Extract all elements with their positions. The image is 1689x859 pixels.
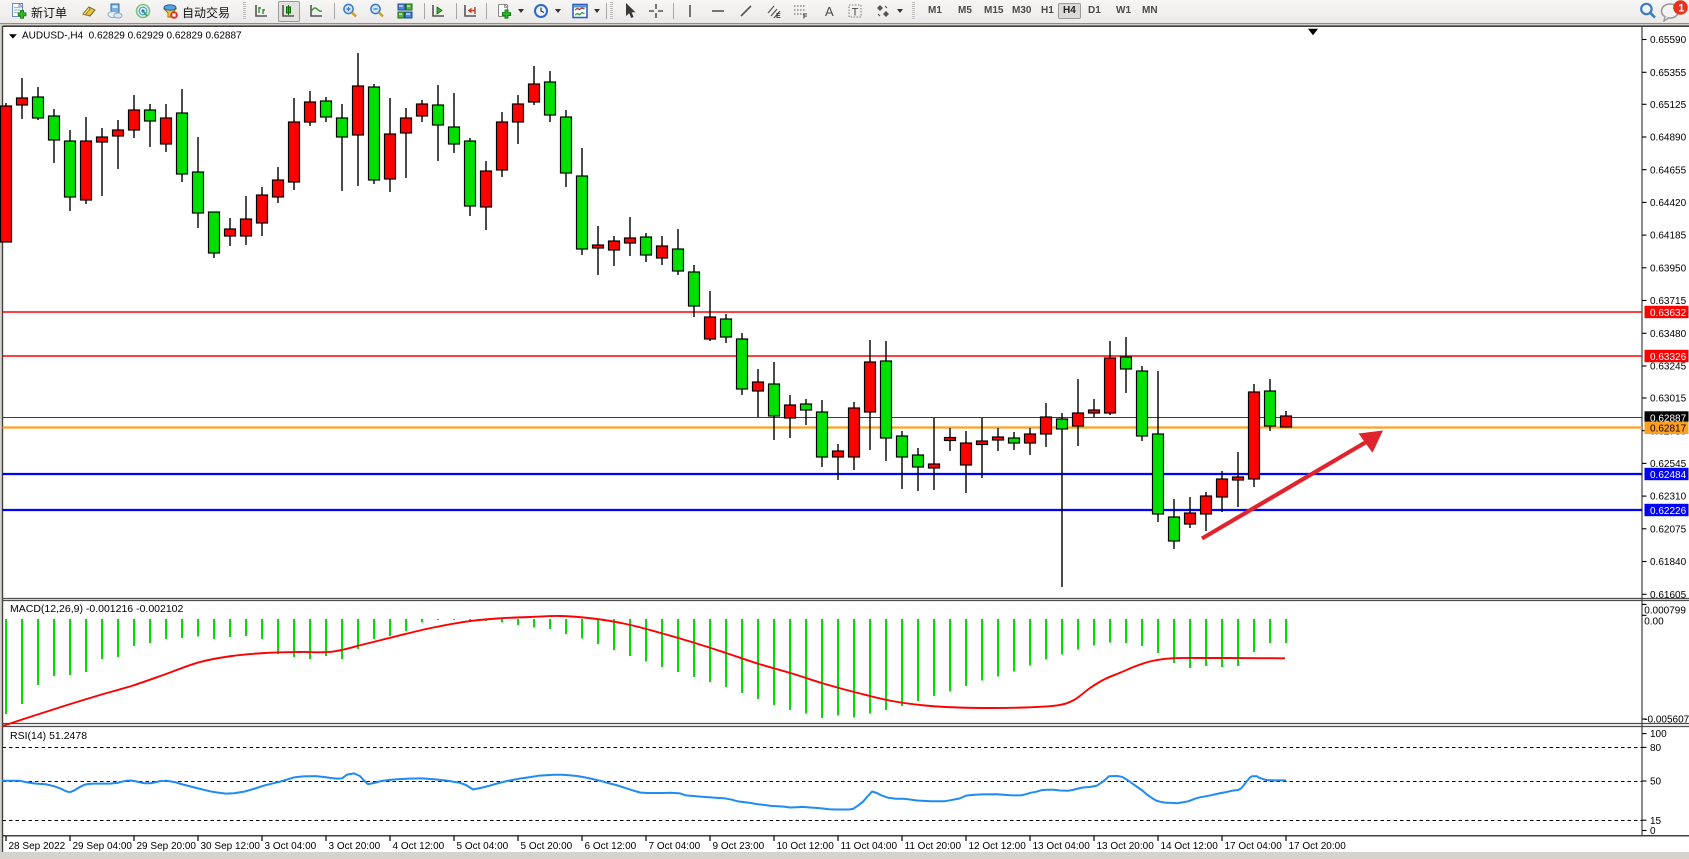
svg-text:0.61840: 0.61840 [1650, 557, 1687, 568]
svg-text:17 Oct 04:00: 17 Oct 04:00 [1225, 841, 1283, 852]
svg-text:13 Oct 04:00: 13 Oct 04:00 [1033, 841, 1091, 852]
svg-text:17 Oct 20:00: 17 Oct 20:00 [1289, 841, 1347, 852]
svg-text:0.63950: 0.63950 [1650, 263, 1687, 274]
svg-text:0.62887: 0.62887 [1650, 413, 1687, 424]
svg-text:0.63715: 0.63715 [1650, 296, 1687, 307]
svg-text:0.65125: 0.65125 [1650, 100, 1687, 111]
svg-text:0.63015: 0.63015 [1650, 394, 1687, 405]
svg-text:0: 0 [1650, 826, 1656, 837]
svg-text:30 Sep 12:00: 30 Sep 12:00 [201, 841, 261, 852]
svg-text:10 Oct 12:00: 10 Oct 12:00 [777, 841, 835, 852]
svg-text:3 Oct 04:00: 3 Oct 04:00 [265, 841, 317, 852]
svg-text:0.62075: 0.62075 [1650, 524, 1687, 535]
svg-text:0.62310: 0.62310 [1650, 492, 1687, 503]
svg-text:11 Oct 04:00: 11 Oct 04:00 [841, 841, 898, 852]
svg-text:0.00: 0.00 [1644, 616, 1664, 627]
svg-text:0.62484: 0.62484 [1650, 470, 1687, 481]
svg-text:4 Oct 12:00: 4 Oct 12:00 [393, 841, 445, 852]
svg-text:0.64185: 0.64185 [1650, 231, 1687, 242]
svg-text:0.62226: 0.62226 [1650, 506, 1687, 517]
svg-text:0.63245: 0.63245 [1650, 362, 1687, 373]
svg-text:14 Oct 12:00: 14 Oct 12:00 [1161, 841, 1219, 852]
svg-text:F: F [803, 14, 808, 20]
svg-text:12 Oct 12:00: 12 Oct 12:00 [969, 841, 1027, 852]
svg-text:0.63326: 0.63326 [1650, 352, 1687, 363]
svg-text:29 Sep 20:00: 29 Sep 20:00 [137, 841, 197, 852]
svg-text:7 Oct 04:00: 7 Oct 04:00 [649, 841, 701, 852]
svg-text:0.63480: 0.63480 [1650, 329, 1687, 340]
svg-text:80: 80 [1650, 743, 1662, 754]
svg-text:0.64890: 0.64890 [1650, 133, 1687, 144]
svg-text:RSI(14) 51.2478: RSI(14) 51.2478 [10, 730, 87, 742]
svg-text:AUDUSD-,H4 0.62829 0.62929 0.: AUDUSD-,H4 0.62829 0.62929 0.62829 0.628… [22, 31, 242, 42]
svg-text:5 Oct 04:00: 5 Oct 04:00 [457, 841, 509, 852]
svg-text:6 Oct 12:00: 6 Oct 12:00 [585, 841, 637, 852]
svg-text:0.65355: 0.65355 [1650, 68, 1687, 79]
svg-text:100: 100 [1650, 729, 1667, 740]
svg-text:A: A [825, 4, 834, 19]
svg-text:1: 1 [1678, 2, 1684, 14]
svg-text:0.64655: 0.64655 [1650, 165, 1687, 176]
svg-text:E: E [776, 13, 781, 19]
svg-text:13 Oct 20:00: 13 Oct 20:00 [1097, 841, 1155, 852]
svg-text:0.61605: 0.61605 [1650, 590, 1687, 601]
svg-text:-0.005607: -0.005607 [1644, 715, 1689, 726]
svg-text:29 Sep 04:00: 29 Sep 04:00 [73, 841, 133, 852]
svg-text:50: 50 [1650, 777, 1662, 788]
svg-text:0.63632: 0.63632 [1650, 308, 1687, 319]
svg-text:0.000799: 0.000799 [1644, 606, 1686, 617]
svg-text:T: T [852, 7, 859, 19]
svg-text:0.62545: 0.62545 [1650, 459, 1687, 470]
svg-text:0.65590: 0.65590 [1650, 35, 1687, 46]
svg-text:0.64420: 0.64420 [1650, 198, 1687, 209]
svg-text:15: 15 [1650, 816, 1662, 827]
svg-text:9 Oct 23:00: 9 Oct 23:00 [713, 841, 765, 852]
svg-text:5 Oct 20:00: 5 Oct 20:00 [521, 841, 573, 852]
svg-text:28 Sep 2022: 28 Sep 2022 [9, 841, 66, 852]
svg-text:3 Oct 20:00: 3 Oct 20:00 [329, 841, 381, 852]
svg-text:11 Oct 20:00: 11 Oct 20:00 [905, 841, 962, 852]
svg-text:MACD(12,26,9) -0.001216 -0.002: MACD(12,26,9) -0.001216 -0.002102 [10, 603, 184, 615]
svg-text:0.62817: 0.62817 [1650, 424, 1687, 435]
